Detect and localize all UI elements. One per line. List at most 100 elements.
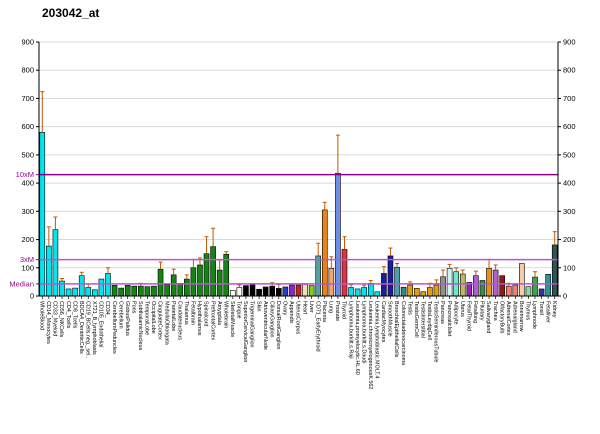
y-axis-left: 0 100 200 300 400 500 600 700 800 900 bbox=[21, 38, 39, 301]
x-label-Thalamus: Thalamus bbox=[183, 301, 189, 325]
x-label-SubthalamicNucleus: SubthalamicNucleus bbox=[137, 301, 143, 350]
x-label-PrefrontalCortex: PrefrontalCortex bbox=[209, 301, 215, 341]
x-label-Cerebellum: Cerebellum bbox=[117, 301, 123, 329]
x-label-BDCA4_DentriticCells: BDCA4_DentriticCells bbox=[78, 301, 84, 354]
axes bbox=[38, 42, 559, 297]
x-label-TestisSeminiferousTubule: TestisSeminiferousTubule bbox=[433, 301, 439, 363]
bar-X721_B_lymphoblasts bbox=[92, 289, 98, 297]
bar-BronchialEpithelialCells bbox=[394, 266, 400, 297]
bar-PancreaticIslet bbox=[446, 268, 453, 297]
bar-CD34_ bbox=[105, 273, 111, 297]
bar-Heart bbox=[302, 284, 308, 297]
refline-label-Median: Median bbox=[9, 279, 34, 288]
x-label-CD19_BCells.neg._sel..: CD19_BCells.neg._sel.. bbox=[84, 301, 90, 358]
x-label-ParietalLobe: ParietalLobe bbox=[170, 301, 176, 331]
x-label-CD105_Endothelial: CD105_Endothelial bbox=[98, 301, 104, 347]
x-label-CD33_Myeloid: CD33_Myeloid bbox=[52, 301, 58, 336]
bar-TestisLeydigCell bbox=[427, 287, 433, 297]
bar-DorsalRootGanglion bbox=[275, 288, 282, 297]
bar-Thymus bbox=[525, 286, 532, 297]
x-label-Thymus: Thymus bbox=[525, 301, 531, 320]
bar-CardiacMyocytes bbox=[381, 273, 387, 297]
x-label-SkeletalMuscle: SkeletalMuscle bbox=[229, 301, 235, 337]
bar-SuperiorCervicalGanglion bbox=[243, 285, 249, 297]
x-label-TestisGermCell: TestisGermCell bbox=[413, 301, 419, 338]
bar-OccipitalLobe bbox=[151, 285, 157, 297]
bars bbox=[39, 132, 558, 297]
x-label-X721_B_lymphoblasts: X721_B_lymphoblasts bbox=[91, 301, 97, 355]
refline-label-10xM: 10xM bbox=[16, 170, 34, 179]
bar-Prostate bbox=[335, 172, 341, 297]
bar-CD8_Tcells bbox=[72, 287, 78, 297]
bar-AtrioventricularNode bbox=[262, 286, 269, 297]
y-tick-left: 0 bbox=[30, 292, 34, 301]
bar-CD33_Myeloid bbox=[52, 229, 59, 297]
bar-TestisGermCell bbox=[413, 288, 420, 297]
y-tick-left: 300 bbox=[21, 207, 34, 216]
bar-BDCA4_DentriticCells bbox=[78, 275, 85, 297]
bar-CD19_BCells.neg._sel.. bbox=[85, 287, 92, 297]
y-tick-left: 700 bbox=[21, 94, 34, 103]
x-label-Prostate: Prostate bbox=[334, 301, 340, 321]
bar-Appendix bbox=[289, 284, 295, 297]
y-tick-right: 700 bbox=[563, 94, 576, 103]
x-label-OlfactoryBulb: OlfactoryBulb bbox=[498, 301, 504, 333]
x-label-Fetallung: Fetallung bbox=[472, 301, 478, 323]
bar-UterusCorpus bbox=[295, 284, 302, 297]
x-label-SuperiorCervicalGanglion: SuperiorCervicalGanglion bbox=[242, 301, 248, 362]
x-label-Appendix: Appendix bbox=[288, 301, 294, 324]
bar-Amygdala bbox=[216, 269, 223, 297]
x-label-CingulateCortex: CingulateCortex bbox=[157, 301, 163, 340]
bar-Fetalbrain bbox=[190, 267, 197, 297]
bar-ParietalLobe bbox=[170, 274, 177, 297]
bar-Fetalliver bbox=[545, 273, 551, 297]
x-label-Tonsil: Tonsil bbox=[538, 301, 544, 315]
x-label-Kidney: Kidney bbox=[551, 301, 557, 318]
bar-Lymphoma.burkitt.s.Raji bbox=[348, 287, 354, 297]
x-label-AdrenalCortex: AdrenalCortex bbox=[505, 301, 511, 336]
bar-Pituitary bbox=[479, 280, 486, 297]
x-label-Amygdala: Amygdala bbox=[216, 301, 222, 325]
y-tick-left: 900 bbox=[21, 38, 34, 47]
x-label-Leukemia.promyelocytic.HL.60: Leukemia.promyelocytic.HL.60 bbox=[354, 301, 360, 375]
x-label-CD14_Monocytes: CD14_Monocytes bbox=[45, 301, 51, 344]
x-label-CD4_Tcells: CD4_Tcells bbox=[65, 301, 71, 329]
y-tick-right: 400 bbox=[563, 179, 576, 188]
chart-title: 203042_at bbox=[42, 6, 100, 20]
x-label-TestisInterstitial: TestisInterstitial bbox=[420, 301, 426, 338]
y-tick-left: 500 bbox=[21, 150, 34, 159]
bar-Fetallung bbox=[473, 275, 479, 297]
x-label-Fetalliver: Fetalliver bbox=[544, 301, 550, 323]
y-tick-left: 200 bbox=[21, 235, 34, 244]
x-label-GlobusPalidus: GlobusPalidus bbox=[124, 301, 130, 336]
x-label-CD71_EarlyErythroid: CD71_EarlyErythroid bbox=[314, 301, 320, 352]
x-label-UterusCorpus: UterusCorpus bbox=[295, 301, 301, 335]
x-label-WholeBlood: WholeBlood bbox=[38, 301, 44, 330]
bar-Caudatenucleus bbox=[177, 282, 184, 297]
x-label-Lymphoma.burkitt.s.Daudi: Lymphoma.burkitt.s.Daudi bbox=[360, 301, 366, 363]
x-label-CD56_NKCells: CD56_NKCells bbox=[58, 301, 64, 338]
bar-Wholebrain bbox=[223, 253, 230, 297]
bar-Hypothalamus bbox=[197, 264, 203, 297]
bar-WholeBlood bbox=[39, 132, 46, 297]
x-label-CD34_: CD34_ bbox=[104, 301, 110, 319]
bar-TemporalLobe bbox=[144, 286, 151, 297]
x-label-Hypothalamus: Hypothalamus bbox=[196, 301, 202, 336]
bar-Trachea bbox=[492, 269, 499, 297]
bar-OlfactoryBulb bbox=[499, 275, 505, 297]
x-label-Thyroid: Thyroid bbox=[341, 301, 347, 319]
bar-Colorectaladenocarcinoma bbox=[400, 286, 407, 297]
x-label-Spinalcord: Spinalcord bbox=[203, 301, 209, 326]
y-tick-right: 600 bbox=[563, 122, 576, 131]
x-label-Tongue: Tongue bbox=[236, 301, 242, 319]
bar-Placenta bbox=[321, 209, 328, 297]
x-label-Wholebrain: Wholebrain bbox=[222, 301, 228, 328]
bar-TestisSeminiferousTubule bbox=[433, 284, 440, 297]
bar-Tonsil bbox=[538, 288, 545, 297]
x-label-MedullaOblongata: MedullaOblongata bbox=[163, 301, 169, 345]
bar-Uterus bbox=[459, 273, 466, 297]
y-tick-right: 500 bbox=[563, 150, 576, 159]
bar-PrefrontalCortex bbox=[210, 246, 216, 297]
